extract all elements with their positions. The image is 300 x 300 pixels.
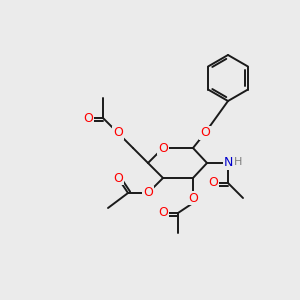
Text: O: O xyxy=(208,176,218,190)
Text: O: O xyxy=(113,127,123,140)
Text: O: O xyxy=(158,142,168,154)
Text: O: O xyxy=(200,127,210,140)
Text: N: N xyxy=(223,157,233,169)
Text: O: O xyxy=(158,206,168,220)
Text: O: O xyxy=(113,172,123,184)
Text: O: O xyxy=(143,187,153,200)
Text: O: O xyxy=(83,112,93,124)
Text: O: O xyxy=(188,191,198,205)
Text: H: H xyxy=(234,157,242,167)
